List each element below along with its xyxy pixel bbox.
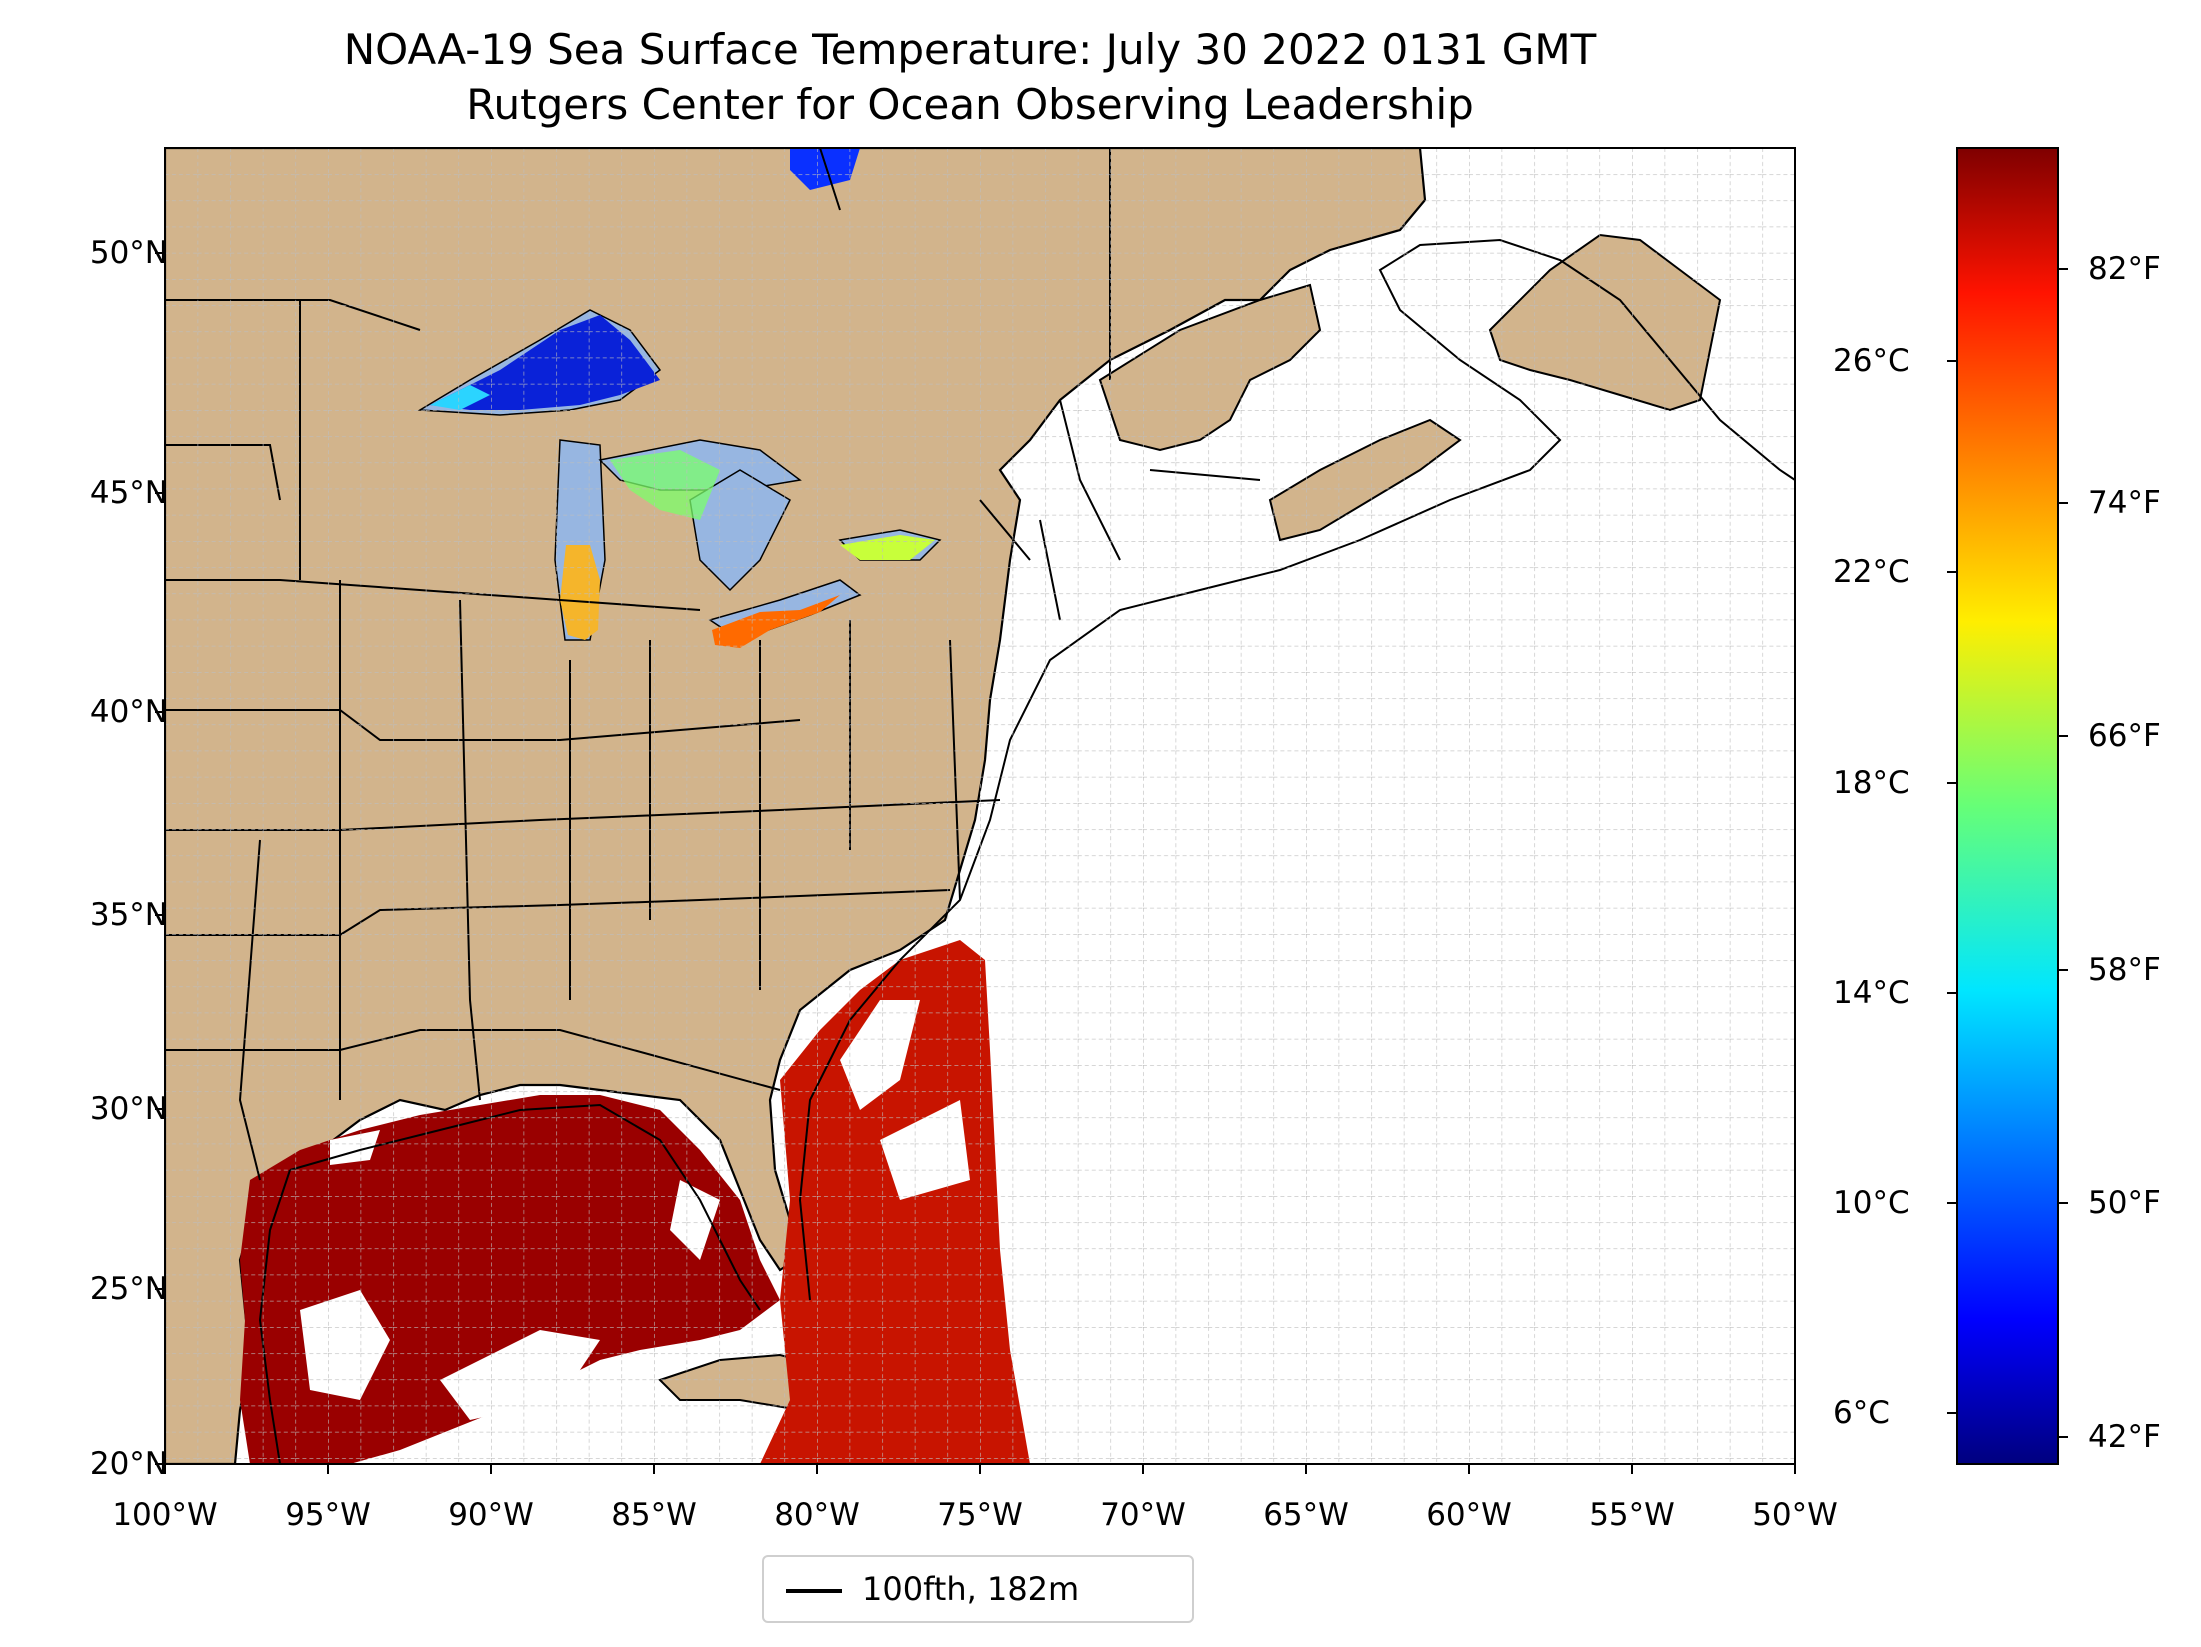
colorbar-celsius-label: 18°C: [1833, 765, 1910, 801]
lat-tick-label: 25°N: [89, 1271, 168, 1307]
colorbar-celsius-label: 6°C: [1833, 1395, 1890, 1431]
lon-tick-label: 85°W: [611, 1497, 697, 1533]
lon-tick-label: 80°W: [774, 1497, 860, 1533]
legend: 100fth, 182m: [762, 1555, 1194, 1623]
colorbar-fahrenheit-label: 58°F: [2088, 952, 2161, 988]
lon-tick-label: 95°W: [285, 1497, 371, 1533]
colorbar-fahrenheit-label: 82°F: [2088, 251, 2161, 287]
lon-tick-label: 55°W: [1589, 1497, 1675, 1533]
colorbar-fahrenheit-label: 50°F: [2088, 1185, 2161, 1221]
lon-tick-label: 100°W: [112, 1497, 218, 1533]
lat-tick-label: 35°N: [89, 897, 168, 933]
colorbar-fahrenheit-label: 74°F: [2088, 485, 2161, 521]
chart-subtitle: Rutgers Center for Ocean Observing Leade…: [466, 80, 1474, 129]
lon-tick-label: 65°W: [1263, 1497, 1349, 1533]
colorbar-ticks: [1947, 268, 2068, 1438]
colorbar: [1956, 147, 2059, 1465]
axis-ticks: [155, 252, 1796, 1474]
colorbar-fahrenheit-label: 66°F: [2088, 718, 2161, 754]
colorbar-celsius-label: 14°C: [1833, 975, 1910, 1011]
lat-tick-label: 50°N: [89, 235, 168, 271]
legend-line-swatch: [786, 1589, 842, 1593]
lon-tick-label: 75°W: [937, 1497, 1023, 1533]
colorbar-celsius-label: 10°C: [1833, 1185, 1910, 1221]
colorbar-celsius-label: 26°C: [1833, 343, 1910, 379]
colorbar-fahrenheit-label: 42°F: [2088, 1419, 2161, 1455]
lon-tick-label: 60°W: [1426, 1497, 1512, 1533]
lon-tick-label: 90°W: [448, 1497, 534, 1533]
chart-title: NOAA-19 Sea Surface Temperature: July 30…: [343, 25, 1597, 74]
map-area: [165, 148, 1795, 1464]
lon-tick-label: 50°W: [1752, 1497, 1838, 1533]
lat-tick-label: 30°N: [89, 1091, 168, 1127]
lat-tick-label: 40°N: [89, 694, 168, 730]
colorbar-celsius-label: 22°C: [1833, 554, 1910, 590]
lon-tick-label: 70°W: [1100, 1497, 1186, 1533]
lat-tick-label: 20°N: [89, 1446, 168, 1482]
legend-label: 100fth, 182m: [862, 1570, 1080, 1608]
lat-tick-label: 45°N: [89, 475, 168, 511]
